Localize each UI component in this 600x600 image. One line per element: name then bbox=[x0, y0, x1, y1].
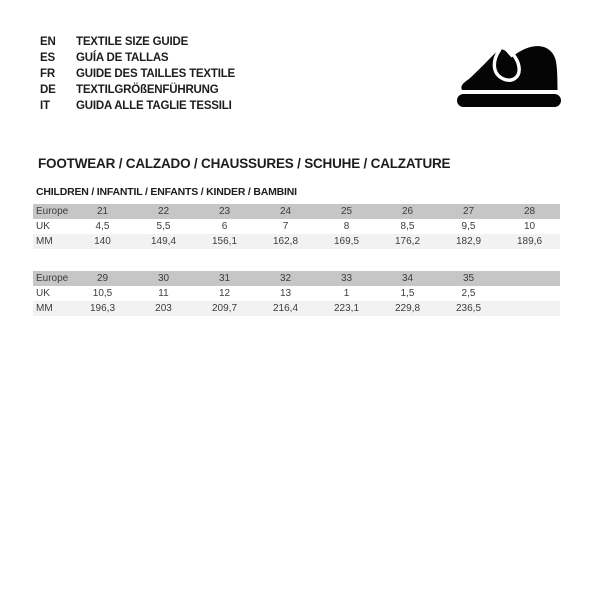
guide-title: GUÍA DE TALLAS bbox=[76, 52, 169, 64]
size-table-eu21-28: Europe 21 22 23 24 25 26 27 28 UK 4,5 5,5 6 7 8 8,5 9,5 1… bbox=[33, 204, 560, 249]
language-code: FR bbox=[40, 68, 55, 80]
size-cell: 8,5 bbox=[377, 219, 438, 234]
size-cell: 33 bbox=[316, 271, 377, 286]
size-cell: 10 bbox=[499, 219, 560, 234]
size-cell: 223,1 bbox=[316, 301, 377, 316]
size-cell: 2,5 bbox=[438, 286, 499, 301]
size-cell: 30 bbox=[133, 271, 194, 286]
size-cell bbox=[499, 301, 560, 316]
size-cell: 229,8 bbox=[377, 301, 438, 316]
size-cell: 22 bbox=[133, 204, 194, 219]
section-title: FOOTWEAR / CALZADO / CHAUSSURES / SCHUHE… bbox=[38, 156, 451, 171]
size-cell: 13 bbox=[255, 286, 316, 301]
row-label: UK bbox=[33, 219, 72, 234]
row-label: MM bbox=[33, 234, 72, 249]
language-title-row: IT GUIDA ALLE TAGLIE TESSILI bbox=[40, 98, 235, 114]
size-cell: 21 bbox=[72, 204, 133, 219]
size-cell: 149,4 bbox=[133, 234, 194, 249]
size-cell: 140 bbox=[72, 234, 133, 249]
language-title-row: FR GUIDE DES TAILLES TEXTILE bbox=[40, 66, 235, 82]
size-cell: 28 bbox=[499, 204, 560, 219]
size-cell: 23 bbox=[194, 204, 255, 219]
size-cell bbox=[499, 271, 560, 286]
size-cell: 7 bbox=[255, 219, 316, 234]
size-cell: 11 bbox=[133, 286, 194, 301]
size-cell bbox=[499, 286, 560, 301]
table-row-mm: MM 140 149,4 156,1 162,8 169,5 176,2 182,9 189,6 bbox=[33, 234, 560, 249]
size-cell: 1,5 bbox=[377, 286, 438, 301]
table-row-europe: Europe 29 30 31 32 33 34 35 bbox=[33, 271, 560, 286]
size-cell: 182,9 bbox=[438, 234, 499, 249]
size-cell: 27 bbox=[438, 204, 499, 219]
size-cell: 9,5 bbox=[438, 219, 499, 234]
size-cell: 156,1 bbox=[194, 234, 255, 249]
row-label: MM bbox=[33, 301, 72, 316]
language-code: IT bbox=[40, 100, 50, 112]
size-table-eu29-35: Europe 29 30 31 32 33 34 35 UK 10,5 11 12 13 1 1,5 2,5 M… bbox=[33, 271, 560, 316]
size-cell: 31 bbox=[194, 271, 255, 286]
row-label: Europe bbox=[33, 271, 72, 286]
language-title-row: ES GUÍA DE TALLAS bbox=[40, 50, 235, 66]
size-cell: 25 bbox=[316, 204, 377, 219]
size-cell: 1 bbox=[316, 286, 377, 301]
language-title-list: EN TEXTILE SIZE GUIDE ES GUÍA DE TALLAS FR GU… bbox=[40, 34, 235, 114]
size-cell: 26 bbox=[377, 204, 438, 219]
size-cell: 162,8 bbox=[255, 234, 316, 249]
size-cell: 5,5 bbox=[133, 219, 194, 234]
size-cell: 8 bbox=[316, 219, 377, 234]
children-shoe-icon bbox=[456, 42, 562, 108]
size-cell: 203 bbox=[133, 301, 194, 316]
size-cell: 29 bbox=[72, 271, 133, 286]
size-cell: 4,5 bbox=[72, 219, 133, 234]
size-cell: 24 bbox=[255, 204, 316, 219]
guide-title: GUIDA ALLE TAGLIE TESSILI bbox=[76, 100, 232, 112]
guide-title: GUIDE DES TAILLES TEXTILE bbox=[76, 68, 235, 80]
row-label: UK bbox=[33, 286, 72, 301]
size-cell: 169,5 bbox=[316, 234, 377, 249]
language-code: EN bbox=[40, 36, 56, 48]
table-row-europe: Europe 21 22 23 24 25 26 27 28 bbox=[33, 204, 560, 219]
table-row-mm: MM 196,3 203 209,7 216,4 223,1 229,8 236,5 bbox=[33, 301, 560, 316]
table-row-uk: UK 4,5 5,5 6 7 8 8,5 9,5 10 bbox=[33, 219, 560, 234]
table-row-uk: UK 10,5 11 12 13 1 1,5 2,5 bbox=[33, 286, 560, 301]
size-cell: 32 bbox=[255, 271, 316, 286]
category-subtitle: CHILDREN / INFANTIL / ENFANTS / KINDER /… bbox=[36, 186, 297, 198]
language-code: DE bbox=[40, 84, 56, 96]
size-cell: 10,5 bbox=[72, 286, 133, 301]
guide-title: TEXTILE SIZE GUIDE bbox=[76, 36, 189, 48]
size-cell: 216,4 bbox=[255, 301, 316, 316]
size-cell: 12 bbox=[194, 286, 255, 301]
language-title-row: DE TEXTILGRÖßENFÜHRUNG bbox=[40, 82, 235, 98]
size-cell: 176,2 bbox=[377, 234, 438, 249]
size-cell: 196,3 bbox=[72, 301, 133, 316]
size-cell: 35 bbox=[438, 271, 499, 286]
row-label: Europe bbox=[33, 204, 72, 219]
size-cell: 189,6 bbox=[499, 234, 560, 249]
size-cell: 6 bbox=[194, 219, 255, 234]
language-code: ES bbox=[40, 52, 55, 64]
language-title-row: EN TEXTILE SIZE GUIDE bbox=[40, 34, 235, 50]
size-cell: 34 bbox=[377, 271, 438, 286]
size-cell: 209,7 bbox=[194, 301, 255, 316]
size-cell: 236,5 bbox=[438, 301, 499, 316]
guide-title: TEXTILGRÖßENFÜHRUNG bbox=[76, 84, 219, 96]
